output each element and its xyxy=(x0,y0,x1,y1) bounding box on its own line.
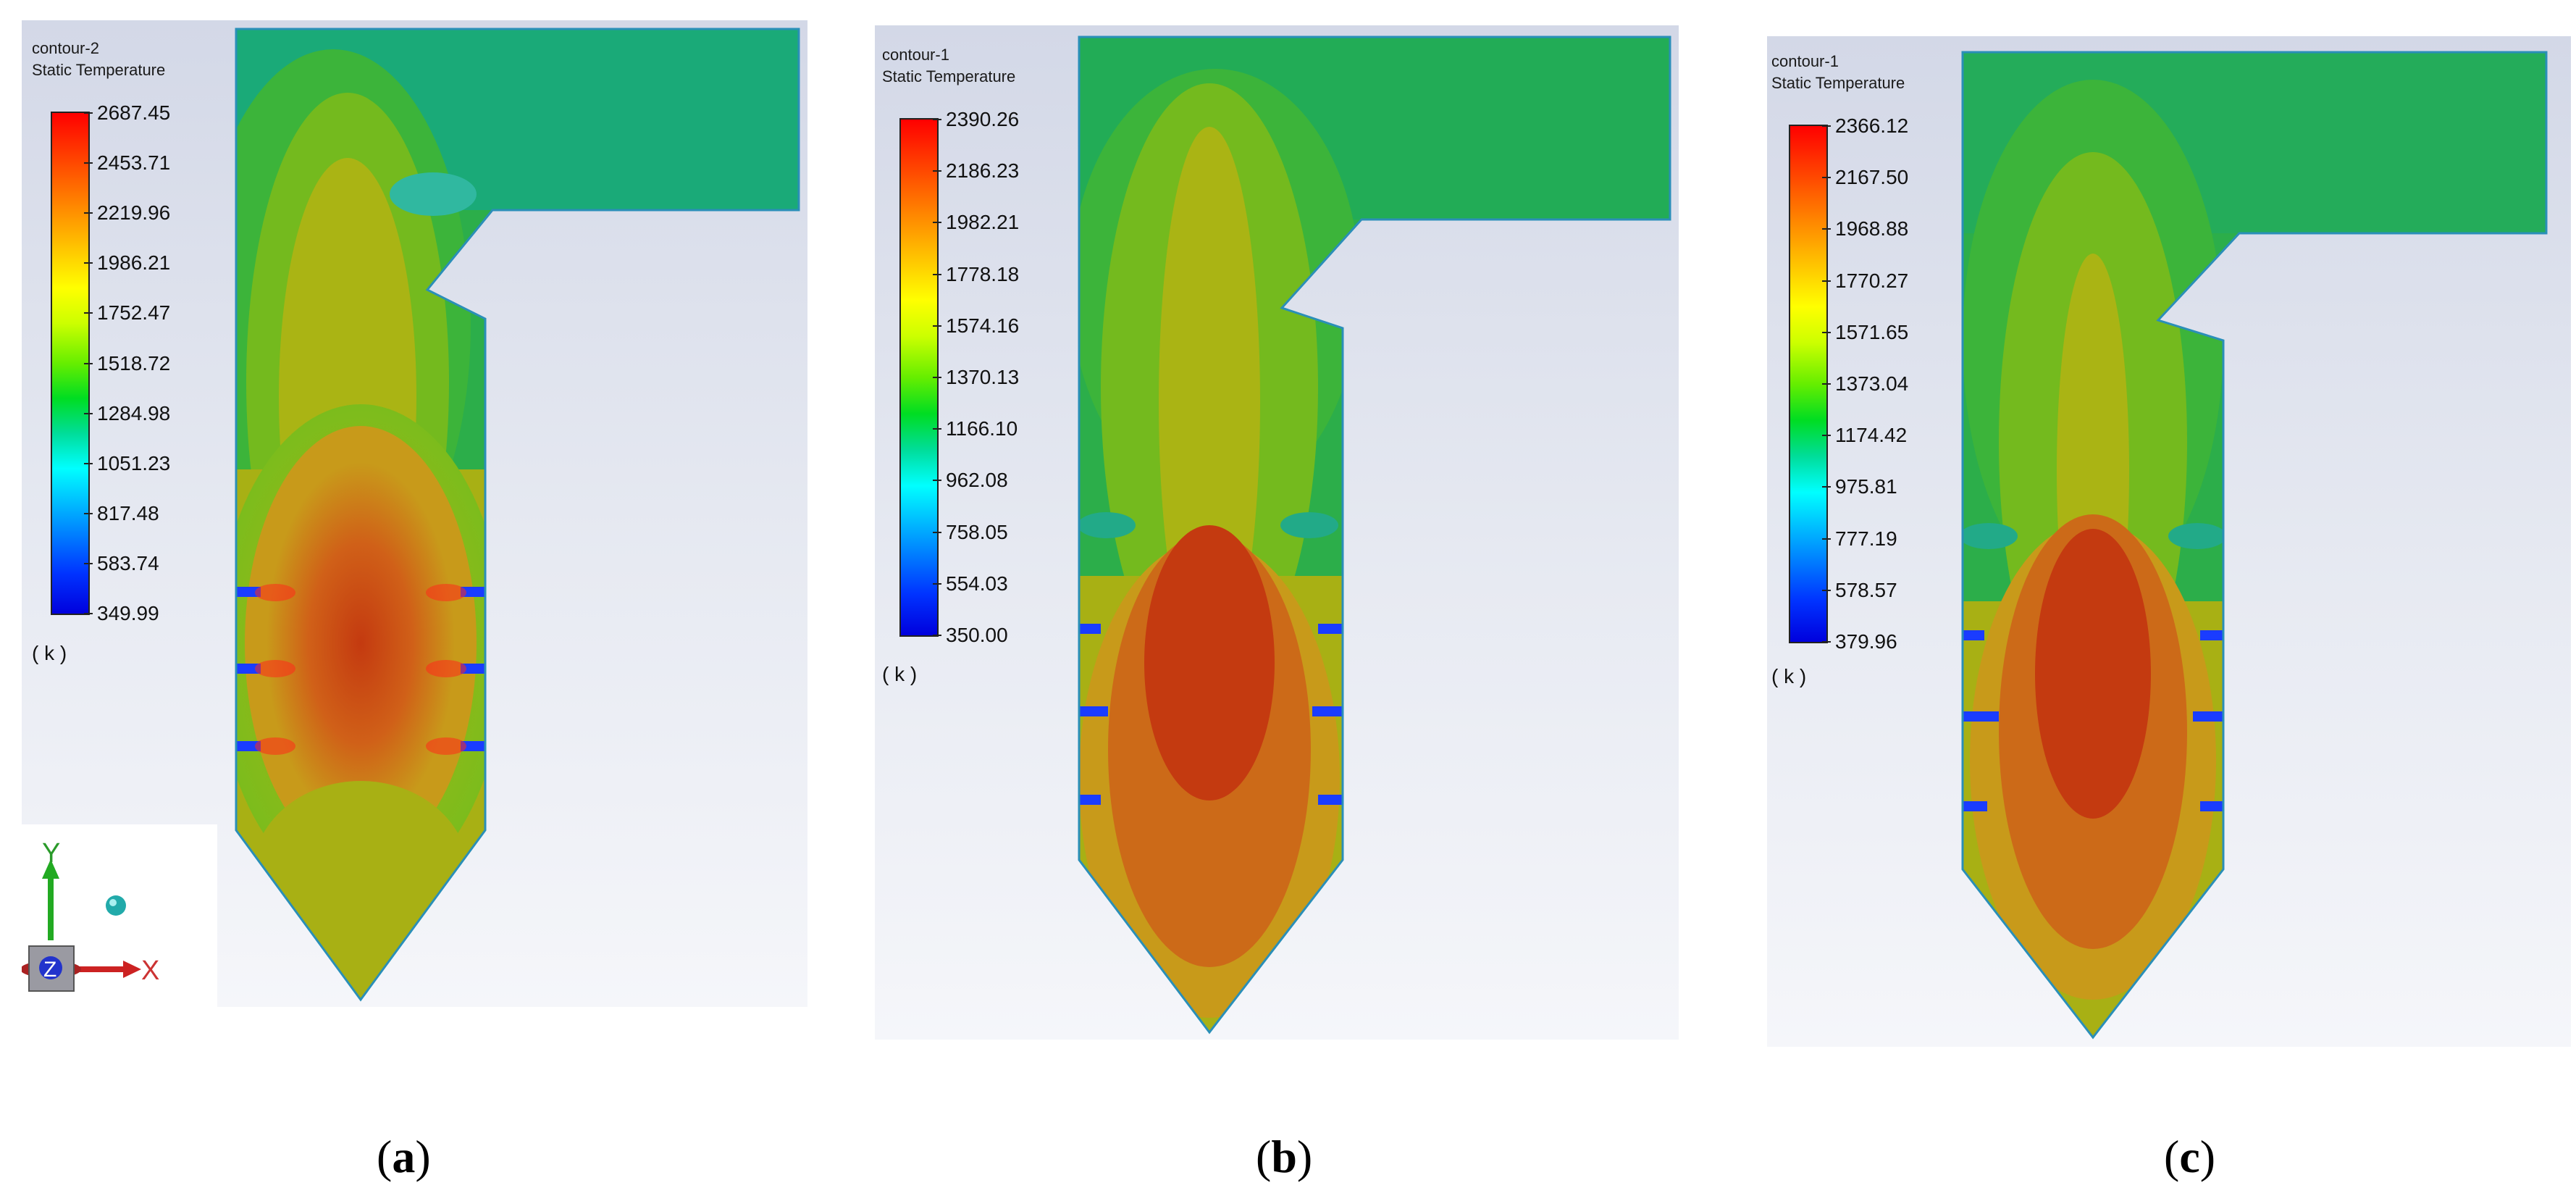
scale-tick-label: 1373.04 xyxy=(1835,372,1909,395)
scale-tick-label: 2366.12 xyxy=(1835,114,1909,137)
axis-triad-icon: Y X Z xyxy=(22,838,159,992)
scale-tick xyxy=(1822,538,1831,540)
scale-tick-label: 583.74 xyxy=(97,551,159,574)
scale-tick-label: 1752.47 xyxy=(97,301,171,325)
scale-tick-label: 817.48 xyxy=(97,501,159,524)
scale-tick xyxy=(933,480,941,482)
scale-tick xyxy=(84,362,93,364)
contour-name: contour-1 xyxy=(1771,52,1839,70)
scale-tick-label: 1370.13 xyxy=(946,366,1020,388)
scale-tick-label: 1574.16 xyxy=(946,314,1020,337)
caption-a: (a) xyxy=(377,1131,431,1182)
scale-tick-label: 2186.23 xyxy=(946,159,1020,183)
scale-tick-label: 1986.21 xyxy=(97,251,171,275)
unit-label: ( k ) xyxy=(32,642,67,664)
quantity-label: Static Temperature xyxy=(882,67,1016,85)
scale-tick xyxy=(1822,331,1831,333)
scale-tick-label: 2390.26 xyxy=(946,108,1020,130)
scale-tick xyxy=(84,412,93,414)
quantity-label: Static Temperature xyxy=(32,61,166,79)
scale-tick-label: 349.99 xyxy=(97,602,159,624)
contour-name: contour-1 xyxy=(882,46,949,64)
scale-tick xyxy=(933,170,941,172)
scale-tick xyxy=(84,112,93,114)
panel-c: contour-1 Static Temperature ( k ) xyxy=(1767,36,2571,1047)
scale-tick-label: 962.08 xyxy=(946,469,1008,492)
panel-b: contour-1 Static Temperature ( k ) xyxy=(875,25,1679,1040)
scale-tick-label: 554.03 xyxy=(946,572,1008,595)
scale-tick xyxy=(84,512,93,514)
scale-tick-label: 1968.88 xyxy=(1835,217,1909,241)
color-scale-bar xyxy=(51,112,90,615)
axis-triad: Y X Z xyxy=(22,824,217,1007)
scale-tick xyxy=(933,582,941,585)
caption-letter: c xyxy=(2179,1131,2200,1182)
scale-tick xyxy=(84,262,93,264)
scale-tick-label: 777.19 xyxy=(1835,527,1897,550)
z-axis-label: Z xyxy=(43,958,56,982)
caption-letter: a xyxy=(392,1131,416,1182)
scale-tick-label: 1166.10 xyxy=(946,417,1018,440)
scale-tick xyxy=(1822,435,1831,437)
scale-tick xyxy=(84,562,93,564)
panel-a: contour-2 Static Temperature ( k ) Y X Z xyxy=(22,20,807,1007)
scale-tick-label: 1174.42 xyxy=(1835,424,1908,447)
scale-tick xyxy=(84,462,93,464)
scale-tick-label: 2453.71 xyxy=(97,151,171,175)
scale-tick xyxy=(84,212,93,214)
scale-tick xyxy=(1822,589,1831,591)
scale-tick xyxy=(933,531,941,533)
scale-tick xyxy=(933,325,941,327)
color-scale-bar xyxy=(899,118,939,637)
x-axis-label: X xyxy=(141,956,159,986)
scale-tick xyxy=(1822,177,1831,179)
scale-tick-label: 1770.27 xyxy=(1835,269,1909,292)
scale-tick xyxy=(933,273,941,275)
scale-tick xyxy=(84,312,93,314)
scale-tick-label: 578.57 xyxy=(1835,578,1897,601)
scale-tick xyxy=(933,377,941,378)
scale-tick-label: 2687.45 xyxy=(97,101,171,124)
scale-tick-label: 379.96 xyxy=(1835,630,1897,653)
contour-name: contour-2 xyxy=(32,39,99,57)
scale-tick-label: 975.81 xyxy=(1835,475,1897,498)
caption-c: (c) xyxy=(2164,1131,2216,1182)
scale-tick xyxy=(1822,641,1831,643)
scale-tick-label: 1518.72 xyxy=(97,351,171,375)
color-scale-bar xyxy=(1789,125,1828,643)
scale-tick-label: 1778.18 xyxy=(946,262,1020,285)
scale-tick xyxy=(933,222,941,224)
scale-tick-label: 2167.50 xyxy=(1835,166,1909,189)
scale-tick xyxy=(933,119,941,120)
scale-tick xyxy=(1822,486,1831,488)
unit-label: ( k ) xyxy=(1771,665,1807,687)
scale-tick-label: 1051.23 xyxy=(97,451,171,475)
scale-tick xyxy=(1822,383,1831,385)
unit-label: ( k ) xyxy=(882,663,918,685)
scale-tick-label: 1982.21 xyxy=(946,211,1020,234)
scale-tick-label: 1571.65 xyxy=(1835,320,1909,343)
caption-letter: b xyxy=(1271,1131,1297,1182)
scale-tick xyxy=(1822,228,1831,230)
scale-tick-label: 2219.96 xyxy=(97,201,171,225)
scale-tick xyxy=(1822,125,1831,127)
scale-tick-label: 758.05 xyxy=(946,520,1008,543)
scale-tick xyxy=(933,428,941,430)
scale-tick xyxy=(84,613,93,614)
scale-tick xyxy=(84,162,93,164)
scale-tick xyxy=(1822,280,1831,282)
scale-tick-label: 1284.98 xyxy=(97,401,171,425)
scale-tick xyxy=(933,635,941,636)
y-axis-label: Y xyxy=(42,838,60,869)
caption-b: (b) xyxy=(1256,1131,1313,1182)
scale-tick-label: 350.00 xyxy=(946,624,1008,646)
quantity-label: Static Temperature xyxy=(1771,74,1905,92)
